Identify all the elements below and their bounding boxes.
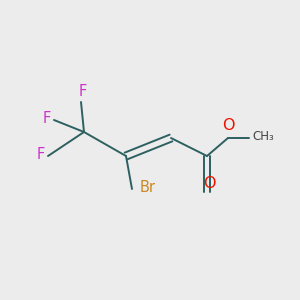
Text: F: F [37, 147, 45, 162]
Text: F: F [43, 111, 51, 126]
Text: O: O [222, 118, 234, 133]
Text: Br: Br [140, 180, 155, 195]
Text: CH₃: CH₃ [253, 130, 274, 143]
Text: F: F [78, 84, 87, 99]
Text: O: O [203, 176, 216, 190]
